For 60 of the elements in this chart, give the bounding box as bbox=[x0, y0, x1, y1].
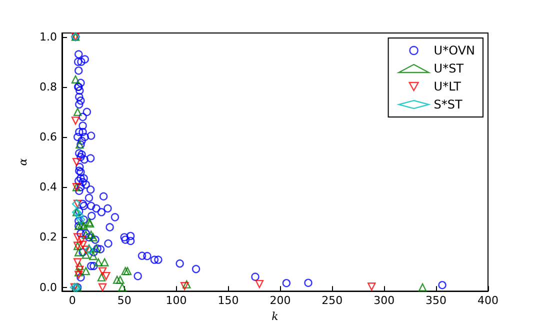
point bbox=[73, 233, 82, 242]
point bbox=[112, 276, 122, 284]
legend-label: U*ST bbox=[434, 62, 464, 76]
legend-label: U*LT bbox=[434, 80, 462, 94]
point bbox=[418, 283, 427, 292]
x-tick-label: 400 bbox=[478, 294, 498, 308]
x-tick-label: 0 bbox=[68, 294, 76, 308]
point bbox=[74, 248, 83, 256]
x-tick-label: 300 bbox=[374, 294, 395, 308]
point bbox=[72, 158, 81, 166]
point bbox=[121, 266, 130, 276]
point bbox=[75, 211, 84, 221]
point bbox=[73, 258, 82, 266]
point bbox=[74, 268, 83, 276]
point bbox=[78, 236, 86, 244]
point bbox=[98, 283, 107, 292]
point bbox=[89, 252, 98, 260]
x-axis-title: k bbox=[272, 310, 279, 323]
point bbox=[98, 267, 107, 276]
point bbox=[78, 220, 86, 229]
point bbox=[80, 222, 88, 230]
point bbox=[255, 280, 264, 288]
x-tick-label: 50 bbox=[117, 294, 132, 308]
point bbox=[94, 258, 102, 266]
point bbox=[76, 262, 84, 270]
y-tick-label: 1.0 bbox=[40, 30, 57, 44]
point bbox=[368, 282, 376, 291]
y-tick-label: 0.2 bbox=[40, 230, 57, 244]
y-tick-label: 0.0 bbox=[40, 280, 57, 294]
point bbox=[180, 282, 189, 290]
point bbox=[82, 266, 90, 276]
x-tick-label: 200 bbox=[270, 294, 291, 308]
point bbox=[82, 250, 90, 259]
x-tick-label: 150 bbox=[218, 294, 239, 308]
point bbox=[89, 233, 98, 242]
point bbox=[76, 215, 86, 224]
y-tick-label: 0.6 bbox=[40, 130, 57, 144]
point bbox=[97, 273, 106, 282]
point bbox=[82, 246, 90, 254]
x-tick-label: 350 bbox=[426, 294, 447, 308]
point bbox=[78, 240, 87, 249]
point bbox=[71, 116, 80, 125]
point bbox=[123, 266, 132, 276]
point bbox=[182, 280, 191, 288]
point bbox=[76, 266, 84, 274]
point bbox=[118, 283, 126, 292]
point bbox=[71, 75, 80, 84]
x-tick-label: 250 bbox=[322, 294, 343, 308]
x-tick-label: 100 bbox=[166, 294, 187, 308]
legend-label: S*ST bbox=[434, 98, 464, 112]
point bbox=[102, 272, 110, 280]
point bbox=[100, 258, 109, 266]
legend-label: U*OVN bbox=[434, 44, 475, 58]
y-tick-label: 0.8 bbox=[40, 80, 57, 94]
y-tick-label: 0.4 bbox=[40, 180, 57, 194]
point bbox=[116, 276, 124, 284]
point bbox=[73, 108, 82, 116]
y-axis-title: α bbox=[16, 158, 30, 166]
point bbox=[86, 230, 96, 239]
point bbox=[74, 270, 83, 279]
